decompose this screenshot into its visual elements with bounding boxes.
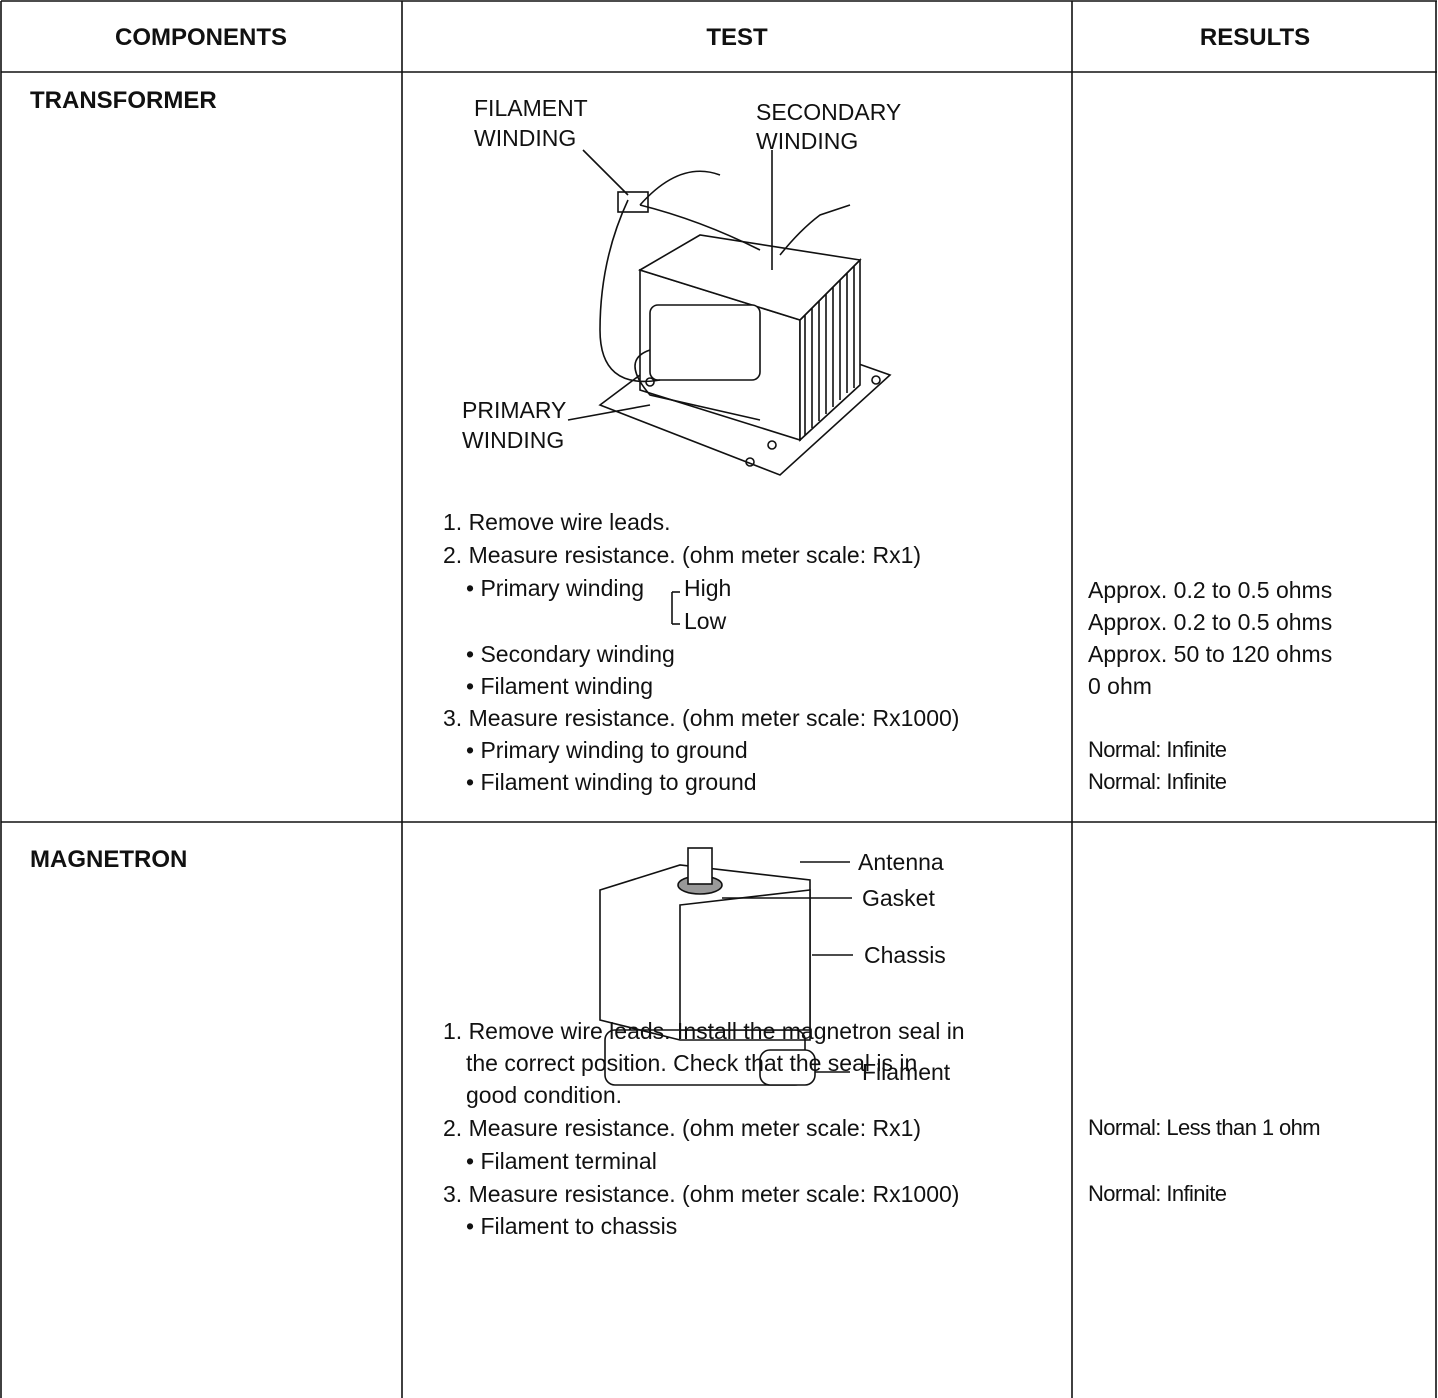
figure-label: FILAMENT <box>474 95 588 121</box>
result: Approx. 0.2 to 0.5 ohms <box>1088 609 1333 635</box>
step: • Primary winding to ground <box>466 737 748 763</box>
result: Approx. 50 to 120 ohms <box>1088 641 1333 667</box>
result: Approx. 0.2 to 0.5 ohms <box>1088 577 1333 603</box>
step: • Filament winding <box>466 673 654 699</box>
result: Normal: Infinite <box>1088 737 1227 762</box>
step: 2. Measure resistance. (ohm meter scale:… <box>443 1115 922 1141</box>
primary-coil <box>634 349 761 421</box>
antenna <box>687 847 713 885</box>
step: good condition. <box>466 1082 623 1108</box>
core-top <box>638 234 862 321</box>
figure-label: SECONDARY <box>756 99 902 125</box>
leader <box>582 149 629 196</box>
connector <box>617 191 649 213</box>
header-cell: RESULTS <box>1199 24 1311 51</box>
step: 3. Measure resistance. (ohm meter scale:… <box>443 705 960 731</box>
result: 0 ohm <box>1088 673 1152 699</box>
figure-label: Antenna <box>858 849 944 875</box>
step: 3. Measure resistance. (ohm meter scale:… <box>443 1181 960 1207</box>
chassis-face <box>679 889 811 1031</box>
magnetron-figure <box>599 847 853 1086</box>
figure-label: WINDING <box>756 128 859 154</box>
figure-label: Gasket <box>862 885 935 911</box>
step: • Primary winding <box>466 575 645 601</box>
result: Normal: Infinite <box>1088 1181 1227 1206</box>
step: Low <box>684 608 727 634</box>
laminations <box>804 266 855 435</box>
hole <box>871 375 881 385</box>
figure-label: WINDING <box>474 125 577 151</box>
figure-label: Chassis <box>864 942 946 968</box>
step: High <box>684 575 732 601</box>
result: Normal: Less than 1 ohm <box>1088 1115 1321 1140</box>
hole <box>767 440 777 450</box>
step: the correct position. Check that the sea… <box>466 1050 918 1076</box>
step: • Secondary winding <box>466 641 675 667</box>
component-name: TRANSFORMER <box>30 87 217 114</box>
result: Normal: Infinite <box>1088 769 1227 794</box>
step: • Filament winding to ground <box>466 769 757 795</box>
wire <box>779 204 851 256</box>
hole <box>745 457 755 467</box>
figure-label: PRIMARY <box>462 397 567 423</box>
step: 1. Remove wire leads. Install the magnet… <box>443 1018 965 1044</box>
leader <box>567 404 651 421</box>
figure-label: WINDING <box>462 427 565 453</box>
figure-label: Filament <box>862 1059 951 1085</box>
header-cell: TEST <box>706 24 768 51</box>
step: • Filament terminal <box>466 1148 657 1174</box>
step: 1. Remove wire leads. <box>443 509 671 535</box>
filament-terminal <box>759 1049 816 1086</box>
step: 2. Measure resistance. (ohm meter scale:… <box>443 542 922 568</box>
transformer-figure <box>567 149 892 476</box>
step: • Filament to chassis <box>466 1213 678 1239</box>
component-name: MAGNETRON <box>30 846 188 873</box>
coil <box>649 304 761 381</box>
header-cell: COMPONENTS <box>114 24 288 51</box>
hole <box>645 377 655 387</box>
